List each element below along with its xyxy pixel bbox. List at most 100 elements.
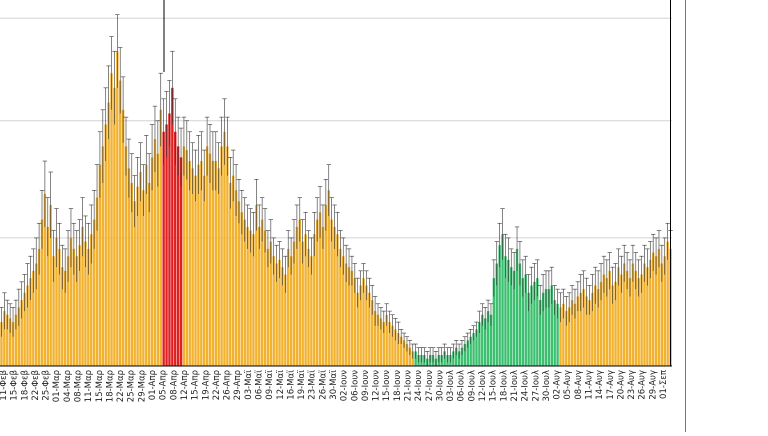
bar [507, 259, 510, 366]
bar [556, 303, 559, 366]
bar [472, 333, 475, 366]
bar [486, 311, 490, 366]
bar [594, 285, 597, 366]
bar [269, 241, 273, 366]
bar [599, 281, 603, 366]
bar [518, 263, 522, 366]
bar [318, 212, 322, 366]
bar [310, 256, 313, 366]
bar [512, 270, 516, 366]
bar [625, 270, 629, 366]
bar [110, 73, 113, 366]
bar [113, 87, 116, 366]
bar [362, 278, 365, 366]
bar [585, 296, 588, 366]
bar [179, 157, 183, 366]
bar [330, 219, 333, 366]
bar [63, 270, 67, 366]
x-tick-label: 01-Απρ [148, 370, 158, 400]
bar [324, 204, 328, 366]
x-tick-label: 30-Ιουλ [542, 370, 552, 402]
x-tick-label: 12-Μαϊ [276, 370, 286, 400]
bar [75, 256, 78, 366]
x-tick-label: 05-Αυγ [563, 370, 573, 400]
bar [182, 146, 186, 366]
bar [69, 237, 73, 366]
bar [165, 124, 168, 366]
bar [156, 153, 160, 366]
bar [40, 219, 44, 366]
bar [344, 263, 348, 366]
x-tick-label: 21-Ιουλ [510, 370, 520, 402]
bar [284, 274, 287, 366]
bar [501, 234, 504, 366]
bar [350, 270, 354, 366]
x-tick-label: 01-Μαρ [52, 370, 62, 402]
bar [640, 274, 643, 366]
bar [84, 241, 87, 366]
bar [483, 318, 487, 366]
bar [92, 219, 96, 366]
bar [654, 256, 658, 366]
bar [32, 270, 35, 366]
bar [81, 226, 84, 366]
bar [573, 303, 577, 366]
bar [26, 285, 29, 366]
x-tick-label: 08-Μαρ [74, 370, 84, 402]
bar [515, 248, 519, 366]
bar [547, 289, 551, 366]
bars [0, 51, 672, 367]
x-tick-label: 18-Φεβ [20, 370, 30, 401]
bar [489, 314, 493, 366]
bar [46, 226, 49, 366]
x-tick-labels: 11-Φεβ 15-Φεβ 18-Φεβ 22-Φεβ 25-Φεβ 01-Μαρ 04-Μ… [0, 370, 669, 402]
bar [379, 318, 383, 366]
bar [278, 259, 281, 366]
bar [223, 131, 226, 366]
bar [249, 230, 252, 366]
x-tick-label: 09-Ιουν [361, 370, 371, 402]
x-tick-label: 12-Ιουλ [478, 370, 488, 402]
bar [405, 344, 409, 366]
bar [37, 248, 41, 366]
bar [14, 314, 18, 366]
bar [646, 267, 649, 366]
bar [275, 263, 278, 366]
x-tick-label: 25-Φεβ [42, 370, 52, 401]
bar [72, 248, 76, 366]
bar [304, 234, 307, 366]
bar [211, 161, 215, 366]
x-tick-label: 26-Μαϊ [318, 370, 328, 400]
bar [205, 146, 209, 366]
x-tick-label: 12-Απρ [180, 370, 190, 400]
bar [8, 318, 12, 366]
bar [478, 322, 481, 366]
bar [394, 329, 397, 366]
bar [356, 292, 359, 366]
bar [565, 311, 568, 366]
x-tick-label: 12-Ιουν [372, 370, 382, 402]
bar [510, 267, 513, 366]
bar [127, 168, 131, 366]
bar [469, 336, 472, 366]
bar [617, 267, 620, 366]
bar [368, 292, 371, 366]
bar [492, 278, 496, 366]
bar [200, 161, 203, 366]
x-tick-label: 24-Ιουν [414, 370, 424, 402]
bar [49, 204, 52, 366]
x-tick-label: 26-Αυγ [638, 370, 648, 400]
bar [121, 109, 125, 367]
bar [466, 340, 469, 366]
bar [347, 267, 351, 366]
bar [153, 139, 157, 366]
bar [43, 193, 47, 366]
x-tick-label: 18-Ιουλ [499, 370, 509, 402]
x-tick-label: 15-Ιουλ [489, 370, 499, 402]
bar [197, 164, 200, 366]
bar [234, 190, 238, 366]
bar [666, 241, 669, 366]
bar [58, 248, 61, 366]
bar [342, 256, 345, 366]
